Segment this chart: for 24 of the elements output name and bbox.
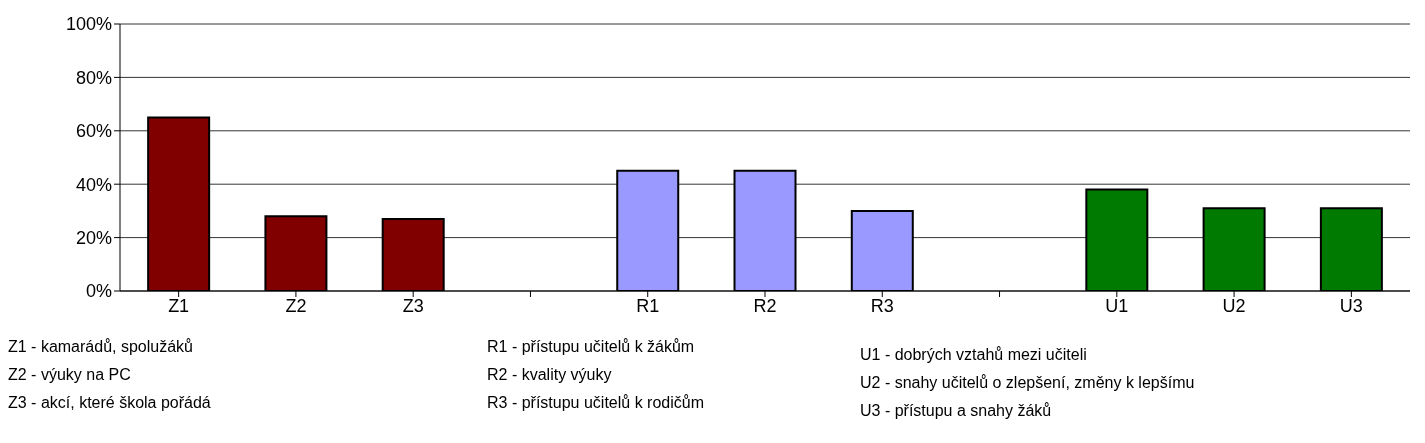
text: U1 - dobrých vztahů mezi učiteli — [860, 346, 1087, 364]
text: U2 - snahy učitelů o zlepšení, změny k lepšímu — [860, 374, 1195, 392]
text: R2 - kvality výuky — [487, 366, 612, 384]
x-tick-label: Z2 — [285, 295, 307, 316]
text: R1 - přístupu učitelů k žákům — [487, 338, 695, 356]
text: R3 - přístupu učitelů k rodičům — [487, 394, 704, 412]
x-tick-label: U1 — [1105, 295, 1129, 316]
y-tick-label: 0% — [85, 281, 112, 302]
x-tick-label: U2 — [1222, 295, 1246, 316]
y-tick-label: 20% — [75, 227, 112, 248]
x-tick-label: R2 — [753, 295, 777, 316]
y-tick-label: 100% — [65, 14, 112, 35]
x-tick-label: Z3 — [402, 295, 424, 316]
text: Z1 - kamarádů, spolužáků — [8, 338, 193, 356]
x-tick-label: R1 — [636, 295, 660, 316]
y-tick-label: 60% — [75, 121, 112, 142]
text: Z2 - výuky na PC — [8, 366, 131, 384]
y-tick-label: 80% — [75, 67, 112, 88]
text: U3 - přístupu a snahy žáků — [860, 402, 1052, 420]
text: Z3 - akcí, které škola pořádá — [8, 394, 211, 412]
x-tick-label: R3 — [870, 295, 894, 316]
x-tick-label: Z1 — [168, 295, 190, 316]
x-tick-label: U3 — [1339, 295, 1363, 316]
y-tick-label: 40% — [75, 174, 112, 195]
